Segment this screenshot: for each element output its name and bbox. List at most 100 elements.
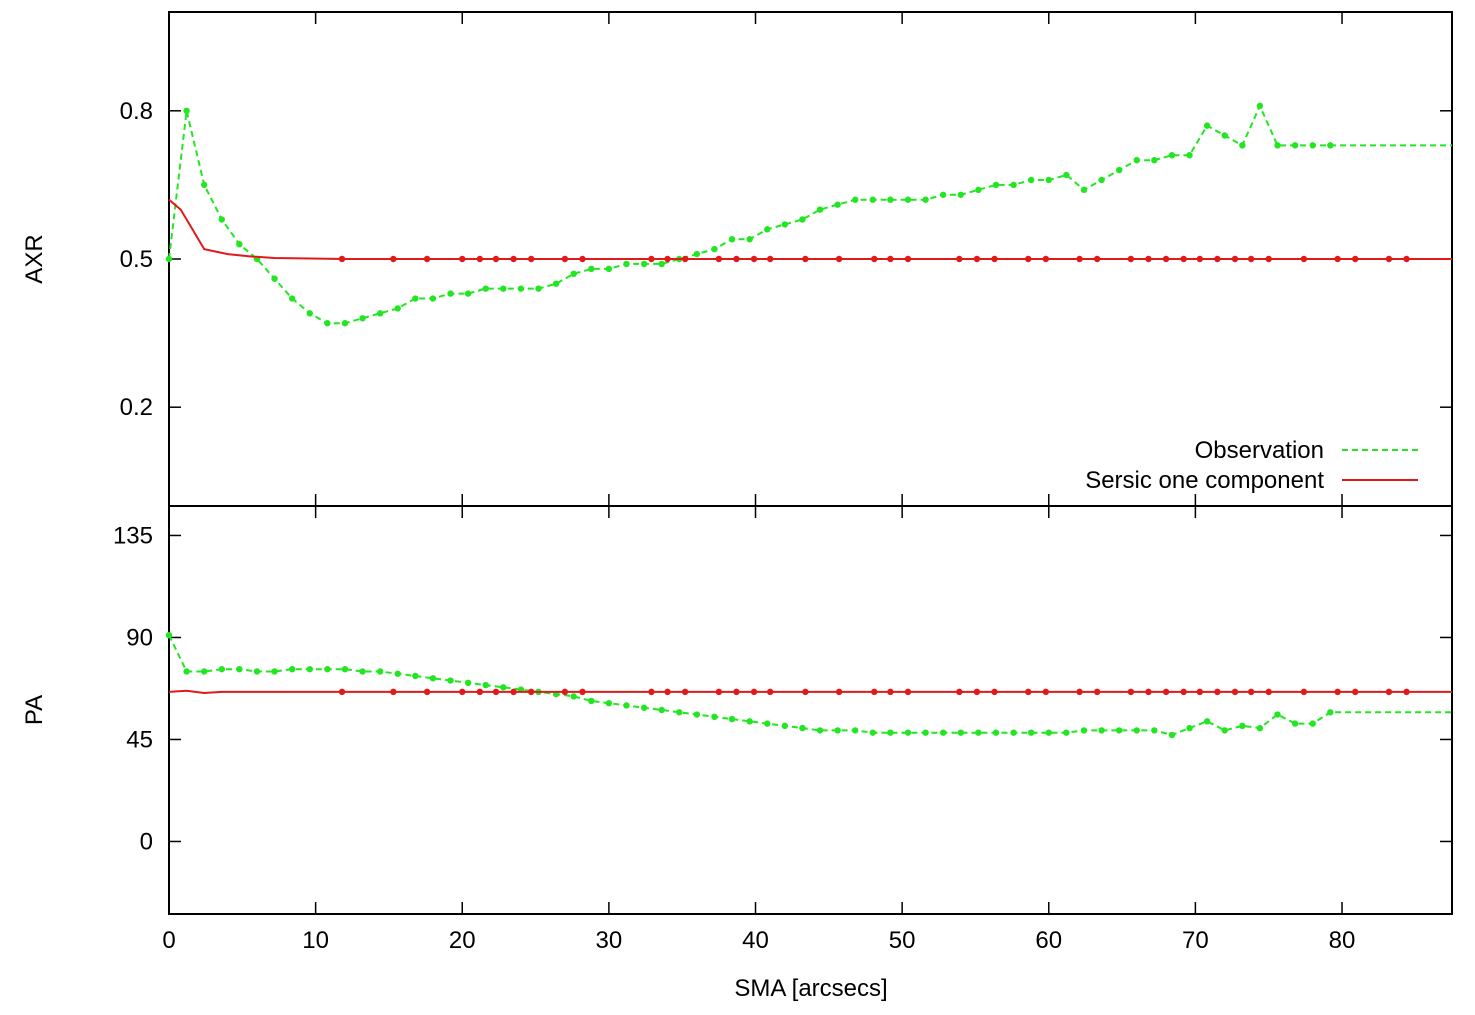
pa-sersic-point (1403, 688, 1410, 696)
axr-sersic-point (561, 255, 569, 263)
axr-sersic-point (648, 255, 655, 263)
axr-observation-point (605, 265, 613, 273)
axr-sersic-point (1300, 255, 1308, 263)
pa-observation-point (852, 727, 859, 734)
pa-observation-point (306, 666, 313, 673)
pa-sersic-point (1385, 688, 1393, 696)
pa-observation-point (746, 718, 753, 725)
axr-sersic-point (423, 255, 431, 263)
pa-observation-point (588, 697, 595, 705)
axr-observation-point (200, 181, 208, 189)
pa-observation-point (341, 666, 349, 673)
pa-sersic-point (1300, 688, 1308, 696)
axr-observation-point (781, 221, 789, 228)
pa-sersic-point (527, 688, 535, 696)
pa-observation-point (922, 729, 929, 736)
axr-observation-point (764, 226, 771, 233)
axr-observation-point (1327, 142, 1334, 149)
axr-sersic-point (1247, 255, 1255, 263)
axr-observation-point (236, 240, 243, 248)
legend-label-observation: Observation (1195, 437, 1324, 464)
pa-observation-point (605, 700, 613, 707)
pa-x-tick-label: 20 (449, 927, 476, 954)
axr-observation-point (1239, 142, 1246, 149)
axr-sersic-point (1025, 255, 1032, 263)
axr-observation-point (869, 196, 877, 203)
pa-observation-point (165, 632, 173, 639)
pa-observation-point (500, 684, 507, 691)
pa-observation-point (799, 724, 806, 732)
axr-observation-point (816, 206, 824, 213)
axr-sersic-point (715, 255, 723, 263)
pa-observation-point (887, 729, 894, 736)
pa-observation-point (236, 666, 243, 673)
axr-observation-point (500, 285, 507, 292)
axr-sersic-point (802, 255, 809, 263)
pa-series-line-observation (168, 634, 1452, 736)
pa-observation-point (1080, 727, 1088, 734)
axr-observation-point (570, 270, 577, 278)
pa-observation-point (1133, 727, 1140, 734)
pa-y-axis-title: PA (21, 695, 48, 725)
axr-panel: 0.2 0.5 0.8 AXR (21, 11, 1453, 507)
pa-observation-point (623, 702, 630, 709)
axr-observation-point (1274, 142, 1281, 149)
axr-sersic-point (733, 255, 740, 263)
axr-sersic-point (1042, 255, 1050, 263)
axr-observation-point (588, 265, 595, 273)
pa-sersic-point (423, 688, 431, 696)
pa-sersic-point (1076, 688, 1083, 696)
axr-observation-point (975, 186, 982, 194)
axr-sersic-point (1385, 255, 1393, 263)
pa-sersic-point (715, 688, 723, 696)
pa-observation-point (764, 720, 771, 727)
pa-sersic-point (1231, 688, 1239, 696)
pa-sersic-point (887, 688, 894, 696)
axr-observation-point (711, 245, 718, 253)
pa-observation-point (1309, 720, 1316, 727)
pa-x-tick-label: 70 (1182, 927, 1209, 954)
pa-sersic-point (956, 688, 963, 696)
pa-observation-point (570, 693, 577, 700)
axr-observation-point (939, 191, 947, 198)
axr-sersic-point (991, 255, 998, 263)
axr-observation-point (1221, 132, 1228, 139)
axr-observation-point (1010, 181, 1017, 189)
pa-x-tick-label: 10 (302, 927, 329, 954)
pa-sersic-point (991, 688, 998, 696)
axr-observation-point (376, 310, 384, 317)
axr-observation-point (728, 236, 736, 243)
axr-sersic-point (681, 255, 689, 263)
pa-sersic-point (871, 688, 878, 696)
axr-observation-point (623, 260, 630, 268)
pa-sersic-point (1127, 688, 1135, 696)
axr-observation-point (746, 236, 753, 243)
axr-observation-point (834, 201, 841, 208)
axr-observation-point (218, 216, 225, 223)
pa-observation-point (1274, 711, 1281, 718)
pa-observation-point (1010, 729, 1017, 736)
pa-sersic-point (1265, 688, 1272, 696)
axr-sersic-point (871, 255, 878, 263)
axr-sersic-point (527, 255, 535, 263)
axr-sersic-point (1214, 255, 1221, 263)
axr-sersic-point (1076, 255, 1083, 263)
pa-observation-point (288, 666, 296, 673)
axr-observation-point (552, 280, 560, 287)
axr-sersic-point (1093, 255, 1101, 263)
axr-observation-point (904, 196, 912, 203)
pa-sersic-point (973, 688, 981, 696)
pa-observation-point (1045, 729, 1052, 736)
axr-sersic-point (956, 255, 963, 263)
pa-observation-point (394, 670, 401, 677)
axr-observation-point (693, 250, 701, 258)
axr-observation-point (1045, 176, 1052, 184)
axr-sersic-point (1127, 255, 1135, 263)
axr-observation-point (1186, 152, 1193, 159)
pa-observation-point (1063, 729, 1070, 736)
pa-observation-point (1186, 724, 1193, 732)
axr-sersic-point (973, 255, 981, 263)
pa-sersic-point (492, 688, 500, 696)
pa-sersic-point (579, 688, 586, 696)
axr-sersic-point (1180, 255, 1187, 263)
